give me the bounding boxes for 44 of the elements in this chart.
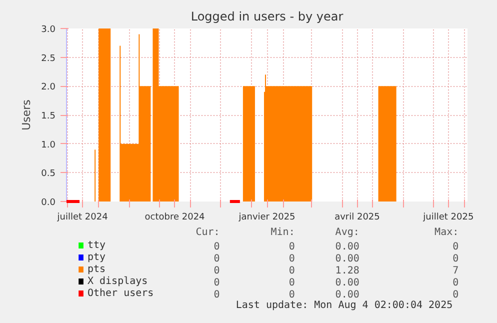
text: 0: [452, 278, 459, 288]
text: 0: [214, 290, 220, 300]
text: 0: [214, 266, 220, 276]
text: 0.00: [335, 254, 360, 264]
text: 7: [452, 266, 459, 276]
text: 0.00: [335, 290, 360, 300]
text: 0.00: [335, 278, 360, 288]
y-tick-label: 1.5: [41, 112, 56, 122]
y-tick-label: 0.5: [41, 169, 56, 180]
text: 0: [288, 290, 295, 300]
legend-label: pty: [87, 252, 106, 263]
text: 1.28: [335, 266, 360, 276]
legend-label: pts: [87, 264, 106, 275]
text: 0: [288, 254, 295, 264]
text: Last update: Mon Aug 4 02:00:04 2025: [236, 300, 453, 311]
text: Min:: [270, 227, 295, 238]
text: 0: [452, 290, 459, 300]
legend-label: Other users: [87, 288, 154, 299]
text: 0: [214, 254, 220, 264]
y-tick-label: 2.0: [41, 82, 56, 93]
legend-label: X displays: [87, 276, 148, 287]
y-tick-label: 2.5: [41, 54, 56, 64]
y-tick-label: 0.0: [41, 198, 56, 208]
text: 0: [452, 254, 459, 264]
x-tick-label: juillet 2024: [56, 212, 108, 222]
text: 0: [288, 242, 295, 252]
text: 0: [288, 278, 295, 288]
text: 0: [214, 242, 220, 252]
text: 0.00: [335, 242, 360, 252]
y-tick-label: 1.0: [41, 140, 56, 150]
text: Cur:: [196, 227, 220, 238]
legend-label: tty: [87, 240, 106, 251]
text: Avg:: [335, 227, 360, 238]
text: 0: [214, 278, 220, 288]
text: 0: [452, 242, 459, 252]
x-tick-label: juillet 2025: [422, 212, 474, 222]
chart-title: Logged in users - by year: [190, 10, 344, 24]
text: 0: [288, 266, 295, 276]
x-tick-label: avril 2025: [334, 212, 380, 222]
text: Max:: [434, 227, 459, 238]
y-tick-label: 3.0: [41, 25, 56, 35]
x-tick-label: octobre 2024: [144, 212, 206, 222]
y-axis-title: Users: [20, 99, 34, 130]
x-tick-label: janvier 2025: [238, 212, 296, 222]
